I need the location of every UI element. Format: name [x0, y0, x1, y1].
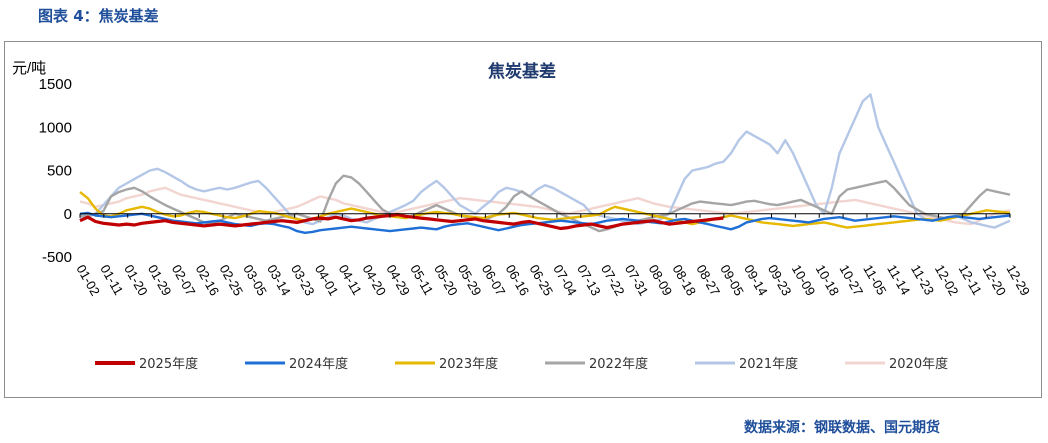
x-tick-label: 03-14: [264, 262, 294, 298]
x-tick-label: 12-02: [932, 262, 962, 298]
x-tick-label: 12-29: [1003, 262, 1033, 298]
x-tick-label: 08-18: [670, 262, 700, 298]
legend-label: 2020年度: [889, 356, 948, 372]
x-tick-label: 09-14: [741, 262, 771, 298]
x-tick-label: 04-11: [336, 262, 365, 297]
x-tick-label: 06-25: [526, 262, 556, 298]
series-line: [79, 93, 1011, 229]
x-tick-label: 02-25: [216, 262, 246, 298]
x-tick-label: 01-29: [145, 262, 175, 298]
legend-label: 2023年度: [439, 356, 498, 372]
x-tick-label: 06-16: [503, 262, 533, 298]
x-tick-label: 10-09: [789, 262, 819, 298]
figure-title: 图表 4：焦炭基差: [38, 7, 159, 25]
x-tick-label: 10-27: [836, 262, 866, 298]
y-tick-label: 1500: [39, 76, 72, 93]
x-tick-label: 01-11: [97, 262, 126, 297]
y-axis-label: 元/吨: [12, 60, 46, 77]
series-line: [79, 211, 1011, 234]
x-tick-label: 10-18: [813, 262, 843, 298]
series-lines: [79, 93, 1011, 234]
x-tick-label: 11-23: [908, 262, 937, 297]
x-tick-label: 08-09: [646, 262, 676, 298]
series-line: [79, 191, 1011, 229]
x-tick-label: 04-29: [383, 262, 413, 298]
legend: 2025年度 2024年度 2023年度 2022年度 2021年度 2020年度: [95, 356, 948, 372]
x-tick-label: 07-31: [622, 262, 652, 298]
y-tick-label: 1000: [39, 119, 72, 136]
x-tick-label: 05-29: [455, 262, 485, 298]
y-tick-label: 0: [64, 206, 72, 223]
x-tick-label: 04-20: [360, 262, 390, 298]
legend-label: 2022年度: [589, 356, 648, 372]
x-tick-label: 08-27: [693, 262, 723, 298]
x-tick-label: 09-23: [765, 262, 795, 298]
x-tick-label: 11-05: [860, 262, 889, 297]
x-tick-label: 06-07: [479, 262, 509, 298]
x-tick-label: 09-05: [717, 262, 747, 298]
x-tick-label: 04-01: [312, 262, 342, 298]
x-tick-label: 01-02: [73, 262, 103, 298]
x-tick-label: 02-07: [169, 262, 199, 298]
x-tick-label: 07-04: [550, 262, 580, 298]
x-tick-label: 12-11: [956, 262, 985, 297]
x-tick-label: 05-11: [407, 262, 436, 297]
y-tick-label: -500: [42, 249, 72, 266]
x-tick-label: 05-20: [431, 262, 461, 298]
x-tick-label: 03-23: [288, 262, 318, 298]
chart-title: 焦炭基差: [487, 61, 556, 82]
legend-label: 2021年度: [739, 356, 798, 372]
data-source: 数据来源：钢联数据、国元期货: [744, 420, 940, 436]
x-tick-label: 01-20: [121, 262, 151, 298]
chart-frame: [4, 41, 1042, 398]
x-tick-label: 11-14: [884, 262, 913, 297]
y-ticks: 1500 1000 500 0 -500: [39, 76, 72, 266]
legend-label: 2025年度: [139, 356, 198, 372]
y-tick-label: 500: [47, 163, 72, 180]
x-tick-label: 03-05: [240, 262, 270, 298]
x-tick-label: 02-16: [193, 262, 223, 298]
series-line: [79, 213, 724, 231]
series-line: [79, 186, 1011, 226]
x-tick-label: 07-13: [574, 262, 604, 298]
x-tick-label: 07-22: [598, 262, 628, 298]
legend-label: 2024年度: [289, 356, 348, 372]
x-tick-label: 12-20: [980, 262, 1010, 298]
